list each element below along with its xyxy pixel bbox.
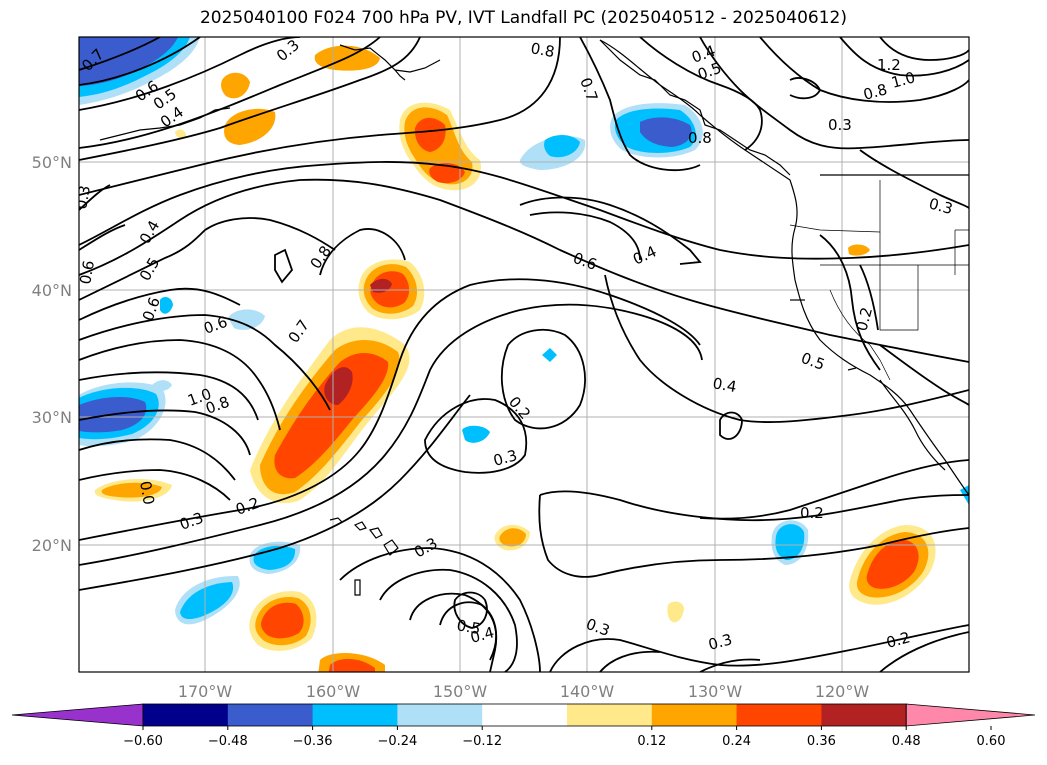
anomaly-blob [150,380,172,392]
contour-label: 0.8 [861,80,889,104]
map-title: 2025040100 F024 700 hPa PV, IVT Landfall… [199,8,847,28]
positive-anomaly-shading [94,45,936,672]
longitude-ticks: 170°W 160°W 150°W 140°W 130°W 120°W [178,682,870,701]
contour-label: 0.2 [852,305,876,333]
anomaly-blob [542,348,557,362]
colorbar-segment [312,704,398,726]
contour-label: 1.0 [889,68,917,92]
colorbar-segment [397,704,483,726]
contour-label: 0.5 [455,616,482,638]
colorbar-segment [143,704,229,726]
colorbar-tick-label: 0.36 [807,734,836,749]
anomaly-blob [261,602,304,639]
anomaly-blob [640,117,692,147]
colorbar-segment [482,704,568,726]
colorbar-tick-label: 0.48 [892,734,921,749]
contour-label: 0.8 [529,39,556,61]
anomaly-blob [160,297,173,314]
contour-label: 0.8 [688,129,712,147]
anomaly-blob [228,309,265,330]
colorbar-tick-label: 0.12 [637,734,666,749]
contour-label: 0.3 [706,630,734,654]
anomaly-blob [462,425,490,443]
colorbar-frame [142,703,907,727]
colorbar-tick-label: −0.24 [377,734,417,749]
contour-label: 0.0 [136,480,158,507]
anomaly-blob [667,601,684,623]
anomaly-blob [101,482,162,498]
contour-label: 0.3 [828,116,852,134]
anomaly-blob [79,37,178,86]
anomaly-blob [775,524,805,560]
anomaly-blob [180,582,234,620]
colorbar-extension-min [11,703,144,727]
colorbar-tick-label: 0.24 [722,734,751,749]
lat-tick-label: 40°N [32,281,72,300]
colorbar-tick-label: −0.36 [293,734,333,749]
anomaly-blob [414,117,446,152]
contour-label: 0.3 [72,184,94,211]
contour-label: 0.2 [800,504,824,522]
anomaly-blob [429,163,465,184]
anomaly-blob [324,367,353,405]
anomaly-blob [848,244,870,256]
colorbar-segment [567,704,653,726]
lat-tick-label: 30°N [32,408,72,427]
anomaly-blob [274,352,389,479]
lat-tick-label: 20°N [32,536,72,555]
anomaly-blob [499,528,526,547]
anomaly-blob [221,72,250,99]
latitude-ticks: 50°N 40°N 30°N 20°N [32,153,72,555]
contour-label: 0.4 [468,623,496,647]
anomaly-blob [866,540,919,589]
contour-label: 0.2 [884,628,912,652]
contour-label: 0.3 [491,446,519,470]
colorbar-tick-label: −0.12 [462,734,502,749]
colorbar-tick-label: −0.48 [208,734,248,749]
colorbar-segment [736,704,822,726]
contour-label: 0.6 [76,259,98,286]
contour-label: 0.4 [711,374,738,396]
contour-label: 0.3 [927,194,955,218]
colorbar-extension-max [905,703,1036,727]
lon-tick-label: 120°W [815,682,870,701]
colorbar: −0.60 −0.48 −0.36 −0.24 −0.12 0.12 0.24 0.36 0.4… [11,703,1036,749]
colorbar-tick-label: −0.60 [123,734,163,749]
contour-label: 1.2 [877,56,901,74]
lon-tick-label: 130°W [688,682,743,701]
colorbar-segment [821,704,907,726]
anomaly-blob [544,134,580,158]
lon-tick-label: 170°W [178,682,233,701]
colorbar-tick-label: 0.60 [977,734,1006,749]
map-frame [78,36,970,673]
colorbar-segment [651,704,738,726]
anomaly-blob [370,278,392,293]
pv-contours [79,37,969,672]
lon-tick-label: 160°W [306,682,361,701]
map-background [79,37,969,672]
lat-tick-label: 50°N [32,153,72,172]
colorbar-segment [227,704,314,726]
islands [329,299,857,596]
lon-tick-label: 140°W [560,682,615,701]
anomaly-blob [328,659,375,672]
anomaly-blob [224,108,276,145]
anomaly-blob [175,129,186,139]
lon-tick-label: 150°W [433,682,488,701]
